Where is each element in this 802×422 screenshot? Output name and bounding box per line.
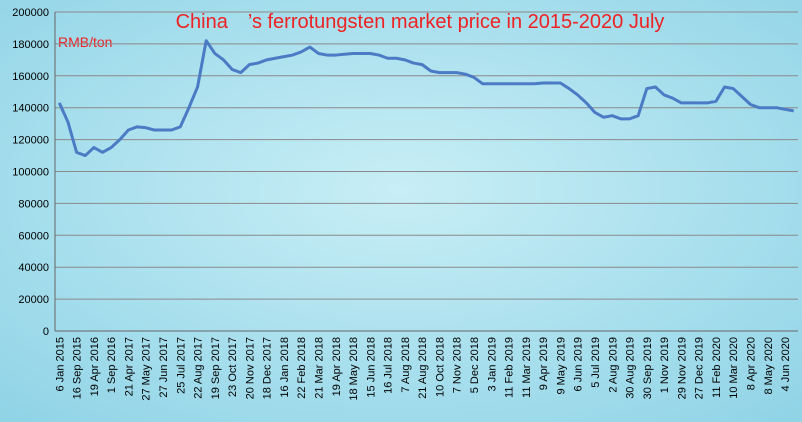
x-tick-label: 21 Mar 2018 <box>314 337 326 399</box>
x-tick-label: 16 Jan 2018 <box>279 337 291 398</box>
x-tick-label: 15 Jun 2018 <box>365 337 377 398</box>
x-tick-label: 21 Aug 2018 <box>417 337 429 399</box>
x-tick-label: 23 Oct 2017 <box>227 337 239 397</box>
x-tick-label: 20 Nov 2017 <box>244 337 256 399</box>
chart-title: China ’s ferrotungsten market price in 2… <box>176 11 665 33</box>
x-tick-label: 1 Nov 2019 <box>659 337 671 393</box>
y-tick-label: 20000 <box>18 294 49 306</box>
y-tick-label: 160000 <box>12 71 49 83</box>
x-tick-label: 27 May 2017 <box>141 337 153 401</box>
x-tick-label: 18 Dec 2017 <box>262 337 274 399</box>
x-tick-label: 19 Apr 2018 <box>331 337 343 396</box>
x-tick-label: 2 Aug 2019 <box>607 337 619 393</box>
x-tick-label: 18 May 2018 <box>348 337 360 401</box>
x-tick-label: 10 Mar 2020 <box>728 337 740 399</box>
x-tick-label: 7 Nov 2018 <box>452 337 464 393</box>
x-tick-label: 11 Feb 2020 <box>711 337 723 398</box>
x-tick-label: 5 Jul 2019 <box>590 337 602 388</box>
x-tick-label: 9 Apr 2019 <box>538 337 550 390</box>
x-tick-label: 27 Jun 2017 <box>158 337 170 398</box>
y-tick-label: 140000 <box>12 103 49 115</box>
x-tick-label: 10 Oct 2018 <box>434 337 446 397</box>
x-tick-label: 16 Sep 2015 <box>72 337 84 399</box>
x-tick-label: 16 Jul 2018 <box>383 337 395 394</box>
x-tick-label: 7 Aug 2018 <box>400 337 412 393</box>
y-tick-label: 100000 <box>12 167 49 179</box>
x-tick-label: 21 Apr 2017 <box>123 337 135 396</box>
x-tick-label: 8 Apr 2020 <box>745 337 757 390</box>
x-tick-label: 9 May 2019 <box>555 337 567 394</box>
x-tick-label: 11 Mar 2019 <box>521 337 533 398</box>
x-tick-label: 5 Dec 2018 <box>469 337 481 393</box>
y-tick-label: 180000 <box>12 39 49 51</box>
x-tick-label: 30 Aug 2019 <box>625 337 637 399</box>
x-tick-label: 8 May 2020 <box>763 337 775 394</box>
x-tick-label: 6 Jun 2019 <box>573 337 585 391</box>
x-tick-label: 4 Jun 2020 <box>780 337 792 391</box>
x-tick-label: 11 Feb 2019 <box>504 337 516 398</box>
x-tick-label: 27 Dec 2019 <box>694 337 706 399</box>
y-tick-label: 120000 <box>12 135 49 147</box>
x-tick-label: 1 Sep 2016 <box>106 337 118 393</box>
price-line <box>57 39 794 158</box>
y-tick-label: 60000 <box>18 230 49 242</box>
x-tick-label: 22 Aug 2017 <box>193 337 205 399</box>
y-tick-label: 200000 <box>12 7 49 19</box>
x-tick-label: 25 Jul 2017 <box>175 337 187 394</box>
x-tick-label: 29 Nov 2019 <box>676 337 688 399</box>
x-tick-label: 6 Jan 2015 <box>54 337 66 391</box>
y-tick-label: 0 <box>43 326 49 338</box>
x-tick-label: 3 Jan 2019 <box>486 337 498 391</box>
y-axis-label: RMB/ton <box>58 34 112 50</box>
x-tick-label: 22 Feb 2018 <box>296 337 308 399</box>
y-tick-label: 40000 <box>18 262 49 274</box>
x-tick-label: 19 Sep 2017 <box>210 337 222 399</box>
x-tick-label: 30 Sep 2019 <box>642 337 654 399</box>
y-tick-label: 80000 <box>18 198 49 210</box>
x-tick-label: 19 Apr 2016 <box>89 337 101 396</box>
